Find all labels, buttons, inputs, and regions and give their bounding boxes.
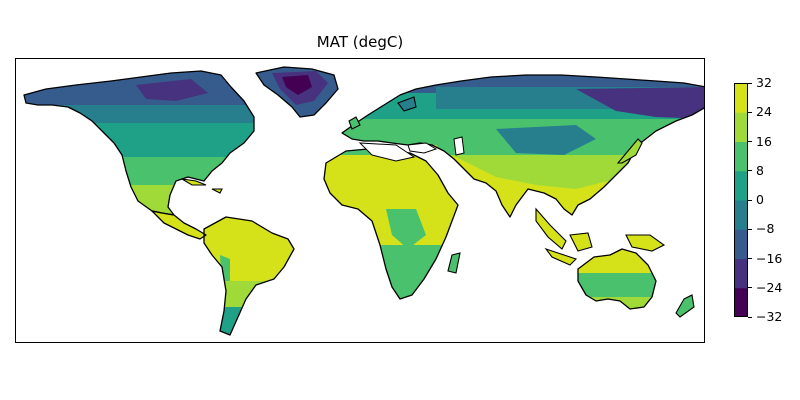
colorbar-tick-label: 8 bbox=[756, 162, 764, 178]
world-map bbox=[15, 58, 705, 343]
colorbar-tick-label: −8 bbox=[756, 221, 775, 237]
colorbar-tick-mark bbox=[748, 316, 752, 318]
colorbar-tick-label: 24 bbox=[756, 104, 772, 120]
world-map-canvas bbox=[16, 59, 704, 342]
colorbar-band bbox=[734, 83, 748, 113]
colorbar-tick-mark bbox=[748, 111, 752, 113]
colorbar-band bbox=[734, 258, 748, 289]
colorbar bbox=[734, 83, 748, 317]
greenland bbox=[256, 67, 338, 117]
colorbar-tick-mark bbox=[748, 170, 752, 172]
colorbar-band bbox=[734, 170, 748, 201]
colorbar-tick-label: 16 bbox=[756, 133, 772, 149]
colorbar-band bbox=[734, 287, 748, 317]
colorbar-tick-label: −16 bbox=[756, 250, 783, 266]
colorbar-border bbox=[734, 83, 748, 317]
colorbar-tick-label: 32 bbox=[756, 75, 772, 90]
colorbar-tick-mark bbox=[748, 141, 752, 142]
islands bbox=[181, 96, 695, 318]
colorbar-tick-mark bbox=[748, 82, 752, 84]
colorbar-tick-label: 0 bbox=[756, 192, 764, 207]
colorbar-scale bbox=[734, 83, 748, 317]
colorbar-band bbox=[734, 229, 748, 259]
colorbar-tick-label: −24 bbox=[756, 279, 783, 295]
colorbar-tick-mark bbox=[748, 228, 752, 230]
inland-seas bbox=[358, 136, 465, 162]
colorbar-tick-mark bbox=[748, 199, 752, 201]
colorbar-band bbox=[734, 141, 748, 172]
colorbar-tick-mark bbox=[748, 258, 752, 259]
colorbar-band bbox=[734, 200, 748, 230]
colorbar-band bbox=[734, 112, 748, 142]
colorbar-tick-label: −32 bbox=[756, 309, 783, 324]
colorbar-tick-mark bbox=[748, 287, 752, 289]
map-title: MAT (degC) bbox=[316, 33, 404, 51]
